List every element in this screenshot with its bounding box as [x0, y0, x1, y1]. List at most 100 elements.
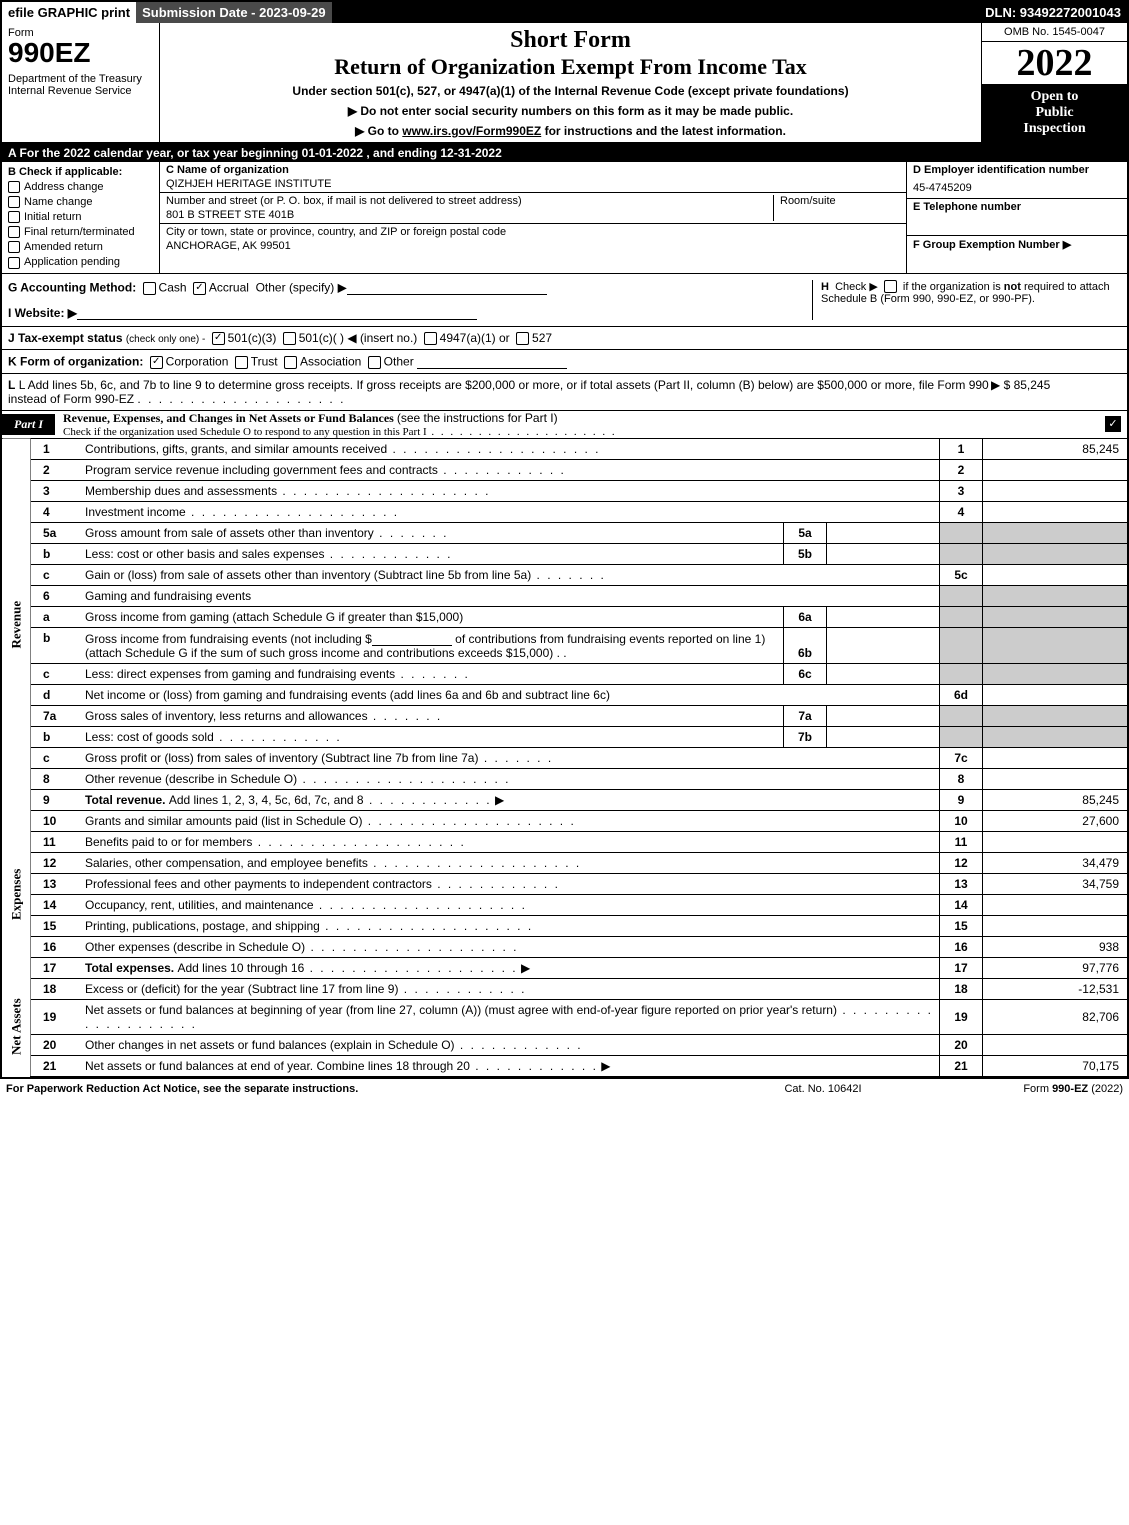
cash-checkbox[interactable]: [143, 282, 156, 295]
short-form-title: Short Form: [168, 27, 973, 54]
other-org-checkbox[interactable]: [368, 356, 381, 369]
instruction-1: ▶ Do not enter social security numbers o…: [168, 104, 973, 118]
column-d: D Employer identification number 45-4745…: [906, 162, 1127, 273]
accounting-method-label: G Accounting Method:: [8, 280, 136, 294]
line-18-value: -12,531: [983, 978, 1128, 999]
city-label: City or town, state or province, country…: [166, 226, 900, 238]
line-6b-value: [827, 627, 940, 663]
row-l: L L Add lines 5b, 6c, and 7b to line 9 t…: [2, 374, 1127, 411]
info-grid: B Check if applicable: Address change Na…: [2, 162, 1127, 274]
footer-left: For Paperwork Reduction Act Notice, see …: [6, 1083, 723, 1095]
expenses-side-label: Expenses: [2, 810, 31, 978]
form-header: Form 990EZ Department of the Treasury In…: [2, 23, 1127, 144]
other-specify-field[interactable]: [347, 280, 547, 295]
instruction-2: ▶ Go to www.irs.gov/Form990EZ for instru…: [168, 124, 973, 138]
part-1-tab: Part I: [2, 414, 55, 435]
4947-checkbox[interactable]: [424, 332, 437, 345]
ein-value: 45-4745209: [913, 182, 972, 194]
header-right: OMB No. 1545-0047 2022 Open to Public In…: [981, 23, 1127, 142]
line-12-value: 34,479: [983, 852, 1128, 873]
line-6c-value: [827, 663, 940, 684]
irs-link[interactable]: www.irs.gov/Form990EZ: [402, 124, 541, 138]
line-15-value: [983, 915, 1128, 936]
line-4-value: [983, 501, 1128, 522]
footer-catalog: Cat. No. 10642I: [723, 1083, 923, 1095]
room-suite-label: Room/suite: [773, 195, 900, 221]
line-1-value: 85,245: [983, 439, 1128, 460]
line-7b-value: [827, 726, 940, 747]
line-21-value: 70,175: [983, 1055, 1128, 1076]
website-field[interactable]: [77, 305, 477, 320]
part-1-table: Revenue 1 Contributions, gifts, grants, …: [2, 439, 1127, 1077]
line-7c-value: [983, 747, 1128, 768]
trust-checkbox[interactable]: [235, 356, 248, 369]
department-label: Department of the Treasury Internal Reve…: [8, 73, 153, 97]
line-5b-value: [827, 543, 940, 564]
form-number: 990EZ: [8, 39, 153, 67]
row-g-h: G Accounting Method: Cash Accrual Other …: [2, 274, 1127, 327]
omb-number: OMB No. 1545-0047: [982, 23, 1127, 42]
line-6d-value: [983, 684, 1128, 705]
line-20-value: [983, 1034, 1128, 1055]
open-public-badge: Open to Public Inspection: [982, 85, 1127, 142]
part-1-header: Part I Revenue, Expenses, and Changes in…: [2, 411, 1127, 439]
other-org-field[interactable]: [417, 354, 567, 369]
line-5a-value: [827, 522, 940, 543]
ein-label: D Employer identification number: [913, 164, 1089, 176]
amended-return-checkbox[interactable]: [8, 241, 20, 253]
line-19-value: 82,706: [983, 999, 1128, 1034]
row-k: K Form of organization: Corporation Trus…: [2, 350, 1127, 374]
column-b: B Check if applicable: Address change Na…: [2, 162, 160, 273]
line-11-value: [983, 831, 1128, 852]
org-name-label: C Name of organization: [166, 164, 289, 176]
line-5c-value: [983, 564, 1128, 585]
gross-receipts-value: ▶ $ 85,245: [991, 378, 1121, 406]
main-title: Return of Organization Exempt From Incom…: [168, 54, 973, 80]
street-label: Number and street (or P. O. box, if mail…: [166, 195, 773, 207]
line-16-value: 938: [983, 936, 1128, 957]
501c3-checkbox[interactable]: [212, 332, 225, 345]
tax-year: 2022: [982, 42, 1127, 85]
header-left: Form 990EZ Department of the Treasury In…: [2, 23, 160, 142]
subtitle: Under section 501(c), 527, or 4947(a)(1)…: [168, 84, 973, 98]
street-value: 801 B STREET STE 401B: [166, 209, 773, 221]
line-3-value: [983, 480, 1128, 501]
submission-date: Submission Date - 2023-09-29: [136, 2, 332, 23]
h-label: H: [821, 281, 829, 293]
column-c: C Name of organization QIZHJEH HERITAGE …: [160, 162, 906, 273]
row-j: J Tax-exempt status (check only one) - 5…: [2, 327, 1127, 350]
part-1-schedule-o-checkbox[interactable]: ✓: [1105, 416, 1121, 432]
org-name: QIZHJEH HERITAGE INSTITUTE: [166, 178, 900, 190]
association-checkbox[interactable]: [284, 356, 297, 369]
line-13-value: 34,759: [983, 873, 1128, 894]
section-a: A For the 2022 calendar year, or tax yea…: [2, 144, 1127, 162]
net-assets-side-label: Net Assets: [2, 978, 31, 1076]
line-9-value: 85,245: [983, 789, 1128, 810]
final-return-checkbox[interactable]: [8, 226, 20, 238]
501c-checkbox[interactable]: [283, 332, 296, 345]
schedule-b-checkbox[interactable]: [884, 280, 897, 293]
footer-form-ref: Form 990-EZ (2022): [923, 1083, 1123, 1095]
top-bar: efile GRAPHIC print Submission Date - 20…: [2, 2, 1127, 23]
line-8-value: [983, 768, 1128, 789]
line-17-value: 97,776: [983, 957, 1128, 978]
form-org-label: K Form of organization:: [8, 355, 143, 369]
line-14-value: [983, 894, 1128, 915]
line-7a-value: [827, 705, 940, 726]
group-exemption-label: F Group Exemption Number ▶: [913, 239, 1071, 251]
corporation-checkbox[interactable]: [150, 356, 163, 369]
tax-exempt-label: J Tax-exempt status: [8, 331, 123, 345]
phone-label: E Telephone number: [913, 201, 1021, 213]
line-6b-contrib-field[interactable]: [372, 631, 452, 646]
part-1-title: Revenue, Expenses, and Changes in Net As…: [55, 411, 1105, 438]
initial-return-checkbox[interactable]: [8, 211, 20, 223]
527-checkbox[interactable]: [516, 332, 529, 345]
page-footer: For Paperwork Reduction Act Notice, see …: [0, 1079, 1129, 1099]
address-change-checkbox[interactable]: [8, 181, 20, 193]
website-label: I Website: ▶: [8, 306, 77, 320]
name-change-checkbox[interactable]: [8, 196, 20, 208]
accrual-checkbox[interactable]: [193, 282, 206, 295]
dln-number: DLN: 93492272001043: [979, 2, 1127, 23]
efile-label: efile GRAPHIC print: [2, 2, 136, 23]
application-pending-checkbox[interactable]: [8, 257, 20, 269]
